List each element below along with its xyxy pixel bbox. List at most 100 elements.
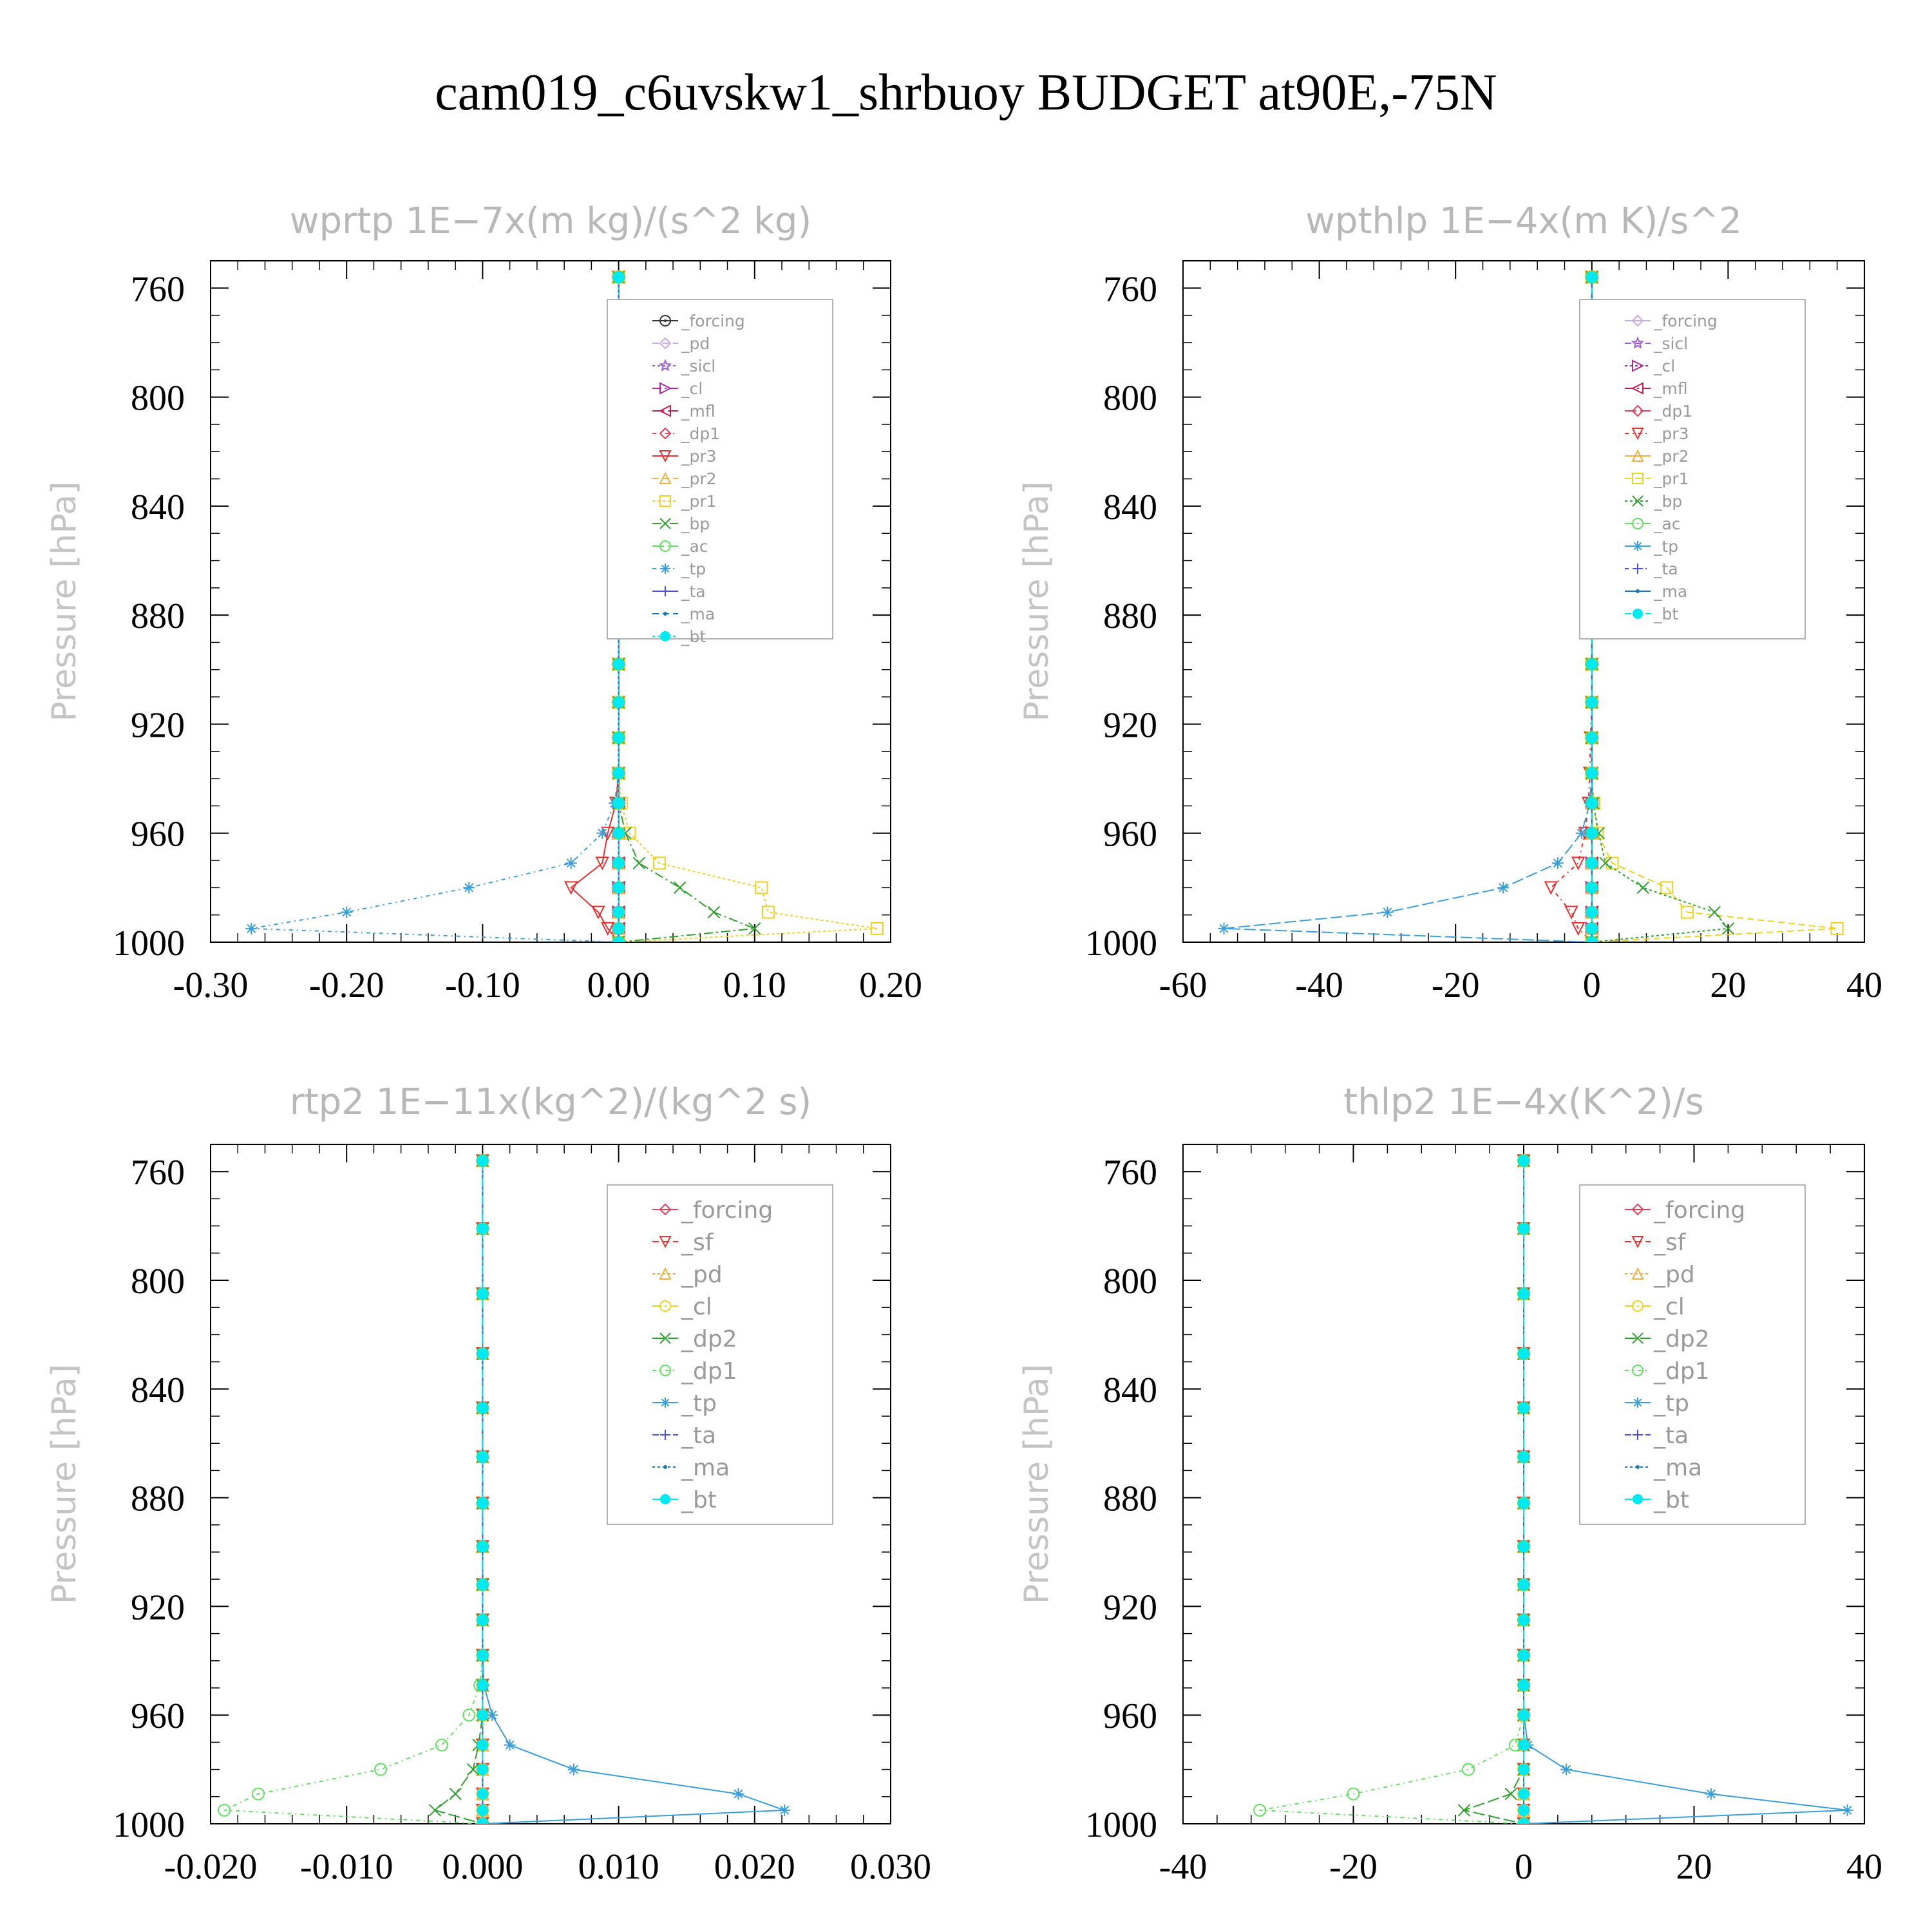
x-tick-label: 0.010 <box>578 1847 659 1887</box>
point-bt <box>1586 696 1598 708</box>
legend-label-pr3: _pr3 <box>681 447 717 466</box>
legend-label-dp1: _dp1 <box>1653 402 1692 421</box>
legend-label-ma: _ma <box>681 1455 730 1481</box>
y-tick-label: 760 <box>131 1153 185 1193</box>
point-tp <box>779 1804 791 1816</box>
point-bt <box>612 271 625 283</box>
series-line-dp1 <box>1259 1160 1524 1824</box>
point-tp <box>245 922 258 934</box>
panel-title: thlp2 1E−4x(K^2)/s <box>1343 1081 1704 1123</box>
point-bt <box>477 1497 489 1510</box>
point-tp <box>1705 1788 1717 1800</box>
point-bt <box>1586 271 1598 283</box>
point-bt <box>1518 1709 1530 1721</box>
point-tp <box>1381 906 1394 918</box>
x-tick-label: -20 <box>1432 965 1480 1005</box>
legend-box <box>607 299 833 639</box>
point-tp <box>341 906 353 918</box>
y-tick-label: 880 <box>1103 1479 1157 1519</box>
legend-label-pd: _pd <box>1653 1262 1695 1288</box>
legend-label-bt: _bt <box>1653 605 1678 623</box>
point-tp <box>504 1739 516 1751</box>
legend-marker-pd <box>659 337 672 350</box>
point-dp2 <box>1457 1804 1471 1817</box>
legend-label-pr1: _pr1 <box>681 492 717 511</box>
series-line-dp2 <box>433 1160 484 1824</box>
legend-label-cl: _cl <box>1653 1294 1685 1320</box>
point-pr3 <box>595 857 609 871</box>
point-pr1 <box>870 922 884 935</box>
legend-marker-bp <box>1632 495 1643 507</box>
legend-marker-bp <box>659 518 671 529</box>
legend-label-ma: _ma <box>681 605 715 623</box>
y-tick-label: 1000 <box>113 1805 185 1845</box>
legend-marker-tp <box>660 564 670 574</box>
x-tick-label: -40 <box>1295 965 1343 1005</box>
x-tick-label: 40 <box>1846 965 1882 1005</box>
point-bt <box>477 1155 489 1167</box>
point-pr3 <box>1571 922 1586 936</box>
legend-marker-sf <box>1631 1236 1644 1249</box>
point-tp <box>486 1709 498 1721</box>
x-tick-label: 0.10 <box>723 965 786 1005</box>
legend-label-ac: _ac <box>681 537 708 556</box>
y-tick-label: 960 <box>131 815 185 855</box>
y-tick-label: 800 <box>1103 379 1157 419</box>
point-tp <box>1497 882 1510 894</box>
legend-marker-ma <box>1636 589 1640 593</box>
legend-marker-forcing <box>659 315 671 327</box>
x-tick-label: -0.30 <box>173 965 249 1005</box>
plot-frame <box>210 1144 891 1824</box>
point-bt <box>1586 767 1598 779</box>
x-tick-label: 0 <box>1515 1847 1533 1887</box>
point-dp1 <box>218 1803 231 1817</box>
point-bt <box>1518 1679 1530 1691</box>
point-bt <box>612 936 625 942</box>
point-pr1 <box>1660 881 1674 895</box>
point-bt <box>1586 936 1598 942</box>
legend-marker-pr2 <box>1631 449 1644 462</box>
point-tp <box>732 1788 744 1800</box>
x-tick-label: 0.020 <box>714 1847 795 1887</box>
legend-label-bt: _bt <box>681 627 706 646</box>
x-tick-label: -0.010 <box>300 1847 393 1887</box>
point-bt <box>477 1288 489 1300</box>
y-axis-label: Pressure [hPa] <box>1018 1364 1056 1604</box>
point-bp <box>707 905 721 919</box>
legend: _forcing _sf _pd _cl _dp2 _dp1 _tp _ta _ma _bt <box>607 1184 833 1525</box>
legend-label-cl: _cl <box>681 1294 712 1320</box>
point-dp1 <box>1347 1787 1360 1801</box>
legend-marker-dp1 <box>659 1365 671 1376</box>
point-bt <box>1518 1155 1530 1167</box>
y-tick-label: 840 <box>131 1370 185 1410</box>
point-tp <box>567 1763 580 1776</box>
legend-marker-dp2 <box>659 1332 671 1344</box>
point-pr1 <box>1830 922 1844 935</box>
legend-marker-pr3 <box>1631 428 1644 440</box>
legend-label-ta: _ta <box>1653 1423 1689 1449</box>
legend-marker-bt <box>1633 1494 1643 1504</box>
panel-title: wpthlp 1E−4x(m K)/s^2 <box>1305 200 1742 242</box>
point-pr1 <box>1680 905 1694 919</box>
y-tick-label: 920 <box>131 1587 185 1627</box>
point-bp <box>632 857 645 869</box>
point-bt <box>1518 1614 1530 1626</box>
point-bt <box>1586 732 1598 744</box>
y-axis-label: Pressure [hPa] <box>45 1364 84 1604</box>
legend-marker-ac <box>659 540 671 552</box>
y-axis-label: Pressure [hPa] <box>1018 482 1056 722</box>
point-pr1 <box>755 881 768 895</box>
legend-marker-forcing <box>1631 1203 1644 1216</box>
legend: _forcing _sicl _cl _mfl _dp1 _pr3 _pr2 _pr1 _bp _… <box>1579 299 1806 639</box>
legend-label-dp2: _dp2 <box>681 1326 737 1352</box>
point-bt <box>1586 922 1598 934</box>
legend-marker-forcing <box>659 1203 672 1216</box>
point-tp <box>596 827 609 839</box>
point-bt <box>612 827 625 839</box>
point-bt <box>477 1222 489 1235</box>
chart-panel-4: thlp2 1E−4x(K^2)/s Pressure [hPa] 760 800 84… <box>1018 1081 1882 1887</box>
legend-marker-tp <box>660 1397 670 1408</box>
x-tick-label: -40 <box>1159 1847 1208 1887</box>
x-tick-label: -20 <box>1329 1847 1378 1887</box>
